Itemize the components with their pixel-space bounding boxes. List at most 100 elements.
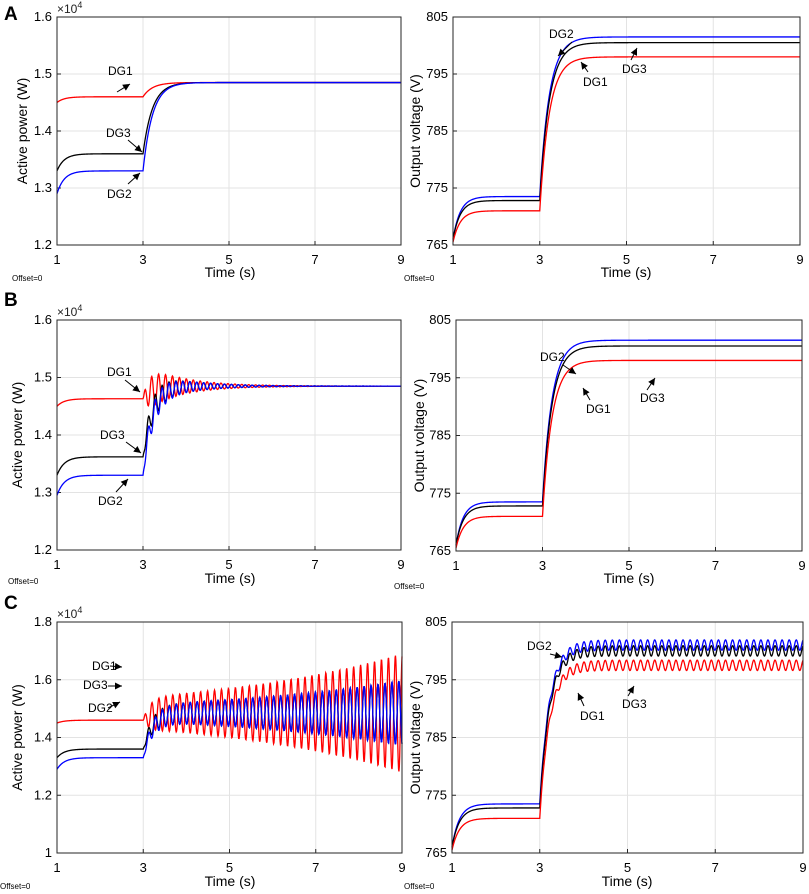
arrow-head xyxy=(554,651,562,659)
panel-label-c: C xyxy=(4,593,18,614)
plot-frame xyxy=(455,319,803,552)
annotation-dg2: DG2 xyxy=(549,27,574,41)
arrow-head xyxy=(122,84,130,91)
x-tick-label: 1 xyxy=(53,860,60,875)
x-tick-label: 7 xyxy=(712,558,719,573)
chart-panel-a-right: 1 3 5 7 9 765 775 785 795 805 DG2 DG1 DG3 Time (s) Out… xyxy=(404,9,804,283)
x-tick-label: 7 xyxy=(312,860,319,875)
series-line-dg1 xyxy=(451,659,804,851)
x-tick-label: 7 xyxy=(311,557,318,572)
annotation-dg1: DG1 xyxy=(92,659,117,673)
y-tick-label: 1.3 xyxy=(34,180,52,195)
x-tick-label: 5 xyxy=(225,252,232,267)
series-line-dg2 xyxy=(452,36,800,240)
series-line-dg2 xyxy=(451,639,804,848)
annotation-dg3: DG3 xyxy=(622,62,647,76)
x-tick-label: 3 xyxy=(536,860,543,875)
arrow-head xyxy=(112,702,120,709)
arrow-head xyxy=(132,384,140,392)
y-tick-label: 1.2 xyxy=(34,787,52,802)
series-line-dg2 xyxy=(56,680,403,770)
series-line-dg2 xyxy=(455,339,802,546)
chart-panel-b-right: 1 3 5 7 9 765 775 785 795 805 DG2 DG1 DG3 Time (s) Out… xyxy=(394,312,806,591)
annotation-dg3: DG3 xyxy=(622,697,647,711)
arrow-head xyxy=(115,682,122,690)
arrow-head xyxy=(648,378,655,386)
y-tick-label: 1.2 xyxy=(34,542,52,557)
y-tick-label: 1.4 xyxy=(34,730,52,745)
plot-frame xyxy=(452,16,801,246)
annotation-dg1: DG1 xyxy=(586,402,611,416)
y-tick-label: 1.6 xyxy=(34,9,52,24)
x-tick-label: 5 xyxy=(226,860,233,875)
x-tick-label: 5 xyxy=(225,557,232,572)
y-tick-label: 1.2 xyxy=(34,237,52,252)
y-tick-label: 775 xyxy=(426,180,448,195)
annotation-dg3: DG3 xyxy=(83,678,108,692)
arrow-head xyxy=(132,173,140,181)
offset-label: Offset=0 xyxy=(394,582,425,591)
y-axis-label: Output voltage (V) xyxy=(411,379,427,493)
x-axis-label: Time (s) xyxy=(205,873,256,889)
y-tick-label: 785 xyxy=(426,123,448,138)
arrow-head xyxy=(583,388,590,396)
series-line-dg1 xyxy=(56,655,403,772)
x-tick-label: 3 xyxy=(139,557,146,572)
x-tick-label: 9 xyxy=(799,860,806,875)
plot-frame xyxy=(56,621,403,854)
x-tick-label: 5 xyxy=(623,252,630,267)
series-line-dg3 xyxy=(455,345,802,546)
panel-label-b: B xyxy=(4,290,18,311)
x-tick-label: 9 xyxy=(798,558,805,573)
x-tick-label: 7 xyxy=(712,860,719,875)
y-tick-label: 805 xyxy=(426,9,448,24)
y-tick-label: 765 xyxy=(426,237,448,252)
x-tick-label: 1 xyxy=(53,252,60,267)
x-tick-label: 1 xyxy=(449,252,456,267)
arrow-head xyxy=(558,48,566,56)
y-tick-label: 1.6 xyxy=(34,672,52,687)
chart-panel-a-left: 1 3 5 7 9 1.2 1.3 1.4 1.5 1.6 DG1 DG3 DG2 Time (s) Act… xyxy=(12,0,405,283)
y-tick-label: 775 xyxy=(425,787,447,802)
y-tick-label: 765 xyxy=(425,845,447,860)
arrow-head xyxy=(577,693,585,701)
exponent-label: ×104 xyxy=(57,605,82,621)
y-tick-label: 1.8 xyxy=(34,614,52,629)
annotation-dg2: DG2 xyxy=(98,494,123,508)
y-tick-label: 785 xyxy=(429,428,451,443)
series-line-dg1 xyxy=(455,359,802,549)
offset-label: Offset=0 xyxy=(0,882,31,891)
series-line-dg2 xyxy=(56,81,401,194)
x-tick-label: 3 xyxy=(140,860,147,875)
y-tick-label: 785 xyxy=(425,730,447,745)
y-tick-label: 805 xyxy=(429,312,451,327)
x-tick-label: 9 xyxy=(397,252,404,267)
x-tick-label: 5 xyxy=(625,558,632,573)
arrow-head xyxy=(133,446,141,453)
x-tick-label: 1 xyxy=(53,557,60,572)
y-tick-label: 1.6 xyxy=(34,312,52,327)
x-tick-label: 7 xyxy=(311,252,318,267)
x-axis-label: Time (s) xyxy=(604,570,655,586)
offset-label: Offset=0 xyxy=(404,882,435,891)
x-axis-label: Time (s) xyxy=(205,570,256,586)
offset-label: Offset=0 xyxy=(404,274,435,283)
chart-panel-c-right: 1 3 5 7 9 765 775 785 795 805 DG2 DG1 DG3 Time (s) Out… xyxy=(404,614,807,891)
series-line-dg2 xyxy=(56,380,402,496)
y-tick-label: 795 xyxy=(429,370,451,385)
x-tick-label: 3 xyxy=(139,252,146,267)
x-tick-label: 5 xyxy=(624,860,631,875)
x-axis-label: Time (s) xyxy=(602,873,653,889)
y-tick-label: 765 xyxy=(429,543,451,558)
panel-label-a: A xyxy=(4,4,18,25)
y-tick-label: 1.4 xyxy=(34,123,52,138)
y-tick-label: 775 xyxy=(429,485,451,500)
y-tick-label: 805 xyxy=(425,614,447,629)
x-tick-label: 3 xyxy=(539,558,546,573)
y-tick-label: 1.4 xyxy=(34,427,52,442)
y-tick-label: 1 xyxy=(45,845,52,860)
x-tick-label: 1 xyxy=(452,558,459,573)
annotation-dg1: DG1 xyxy=(580,709,605,723)
arrow-head xyxy=(568,367,576,374)
